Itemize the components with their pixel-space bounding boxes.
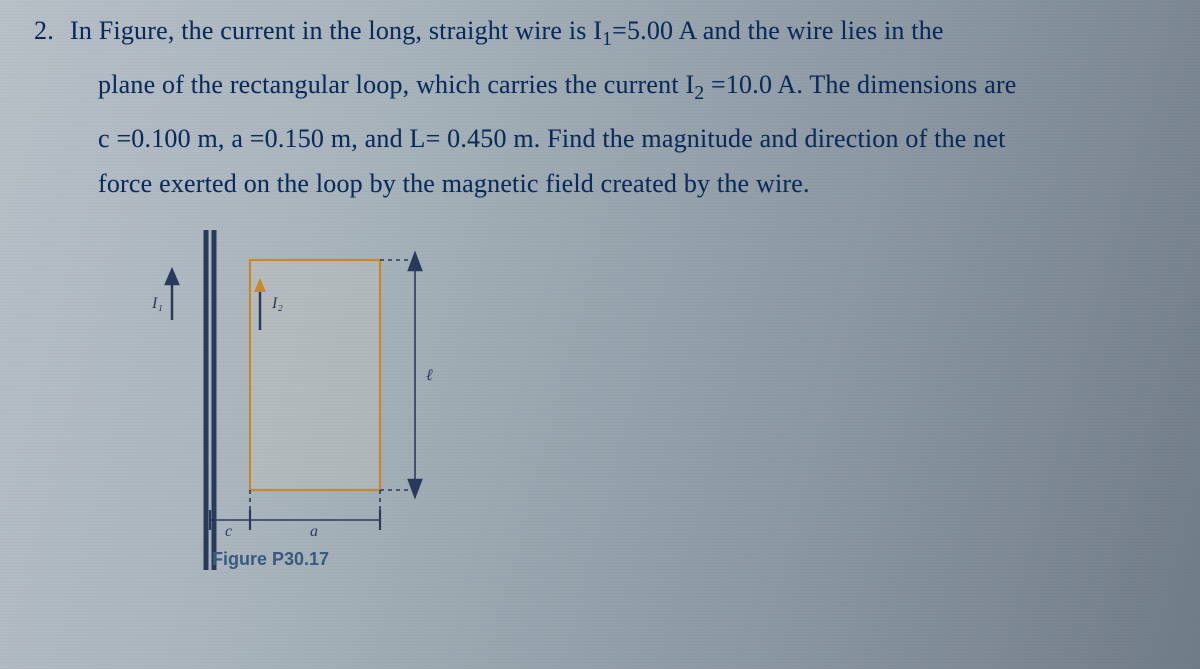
i2-label: I₂: [271, 295, 283, 312]
figure-p30-17: I₁ I₂ c a ℓ Figure: [130, 230, 510, 610]
i1-label: I₁: [151, 295, 163, 312]
problem-text: 2.In Figure, the current in the long, st…: [34, 8, 1180, 206]
figure-svg: I₁ I₂ c a ℓ Figure: [130, 230, 510, 610]
loop-rect: [250, 260, 380, 490]
dim-L-arrow-bottom: [409, 480, 421, 496]
text-seg: In Figure, the current in the long, stra…: [70, 16, 602, 45]
sub2: 2: [694, 83, 704, 104]
text-seg: =5.00 A and the wire lies in the: [612, 16, 944, 45]
dim-L-arrow-top: [409, 254, 421, 270]
a-label: a: [310, 523, 318, 540]
text-seg: force exerted on the loop by the magneti…: [98, 169, 810, 198]
problem-number: 2.: [34, 8, 70, 53]
L-label: ℓ: [426, 367, 433, 384]
c-label: c: [225, 523, 232, 540]
sub1: 1: [602, 29, 612, 50]
text-seg: =10.0 A. The dimensions are: [704, 70, 1016, 99]
i1-arrow-head: [166, 270, 178, 284]
text-seg: plane of the rectangular loop, which car…: [98, 70, 694, 99]
text-seg: c =0.100 m, a =0.150 m, and L= 0.450 m. …: [98, 124, 1006, 153]
figure-caption: Figure P30.17: [212, 549, 329, 569]
